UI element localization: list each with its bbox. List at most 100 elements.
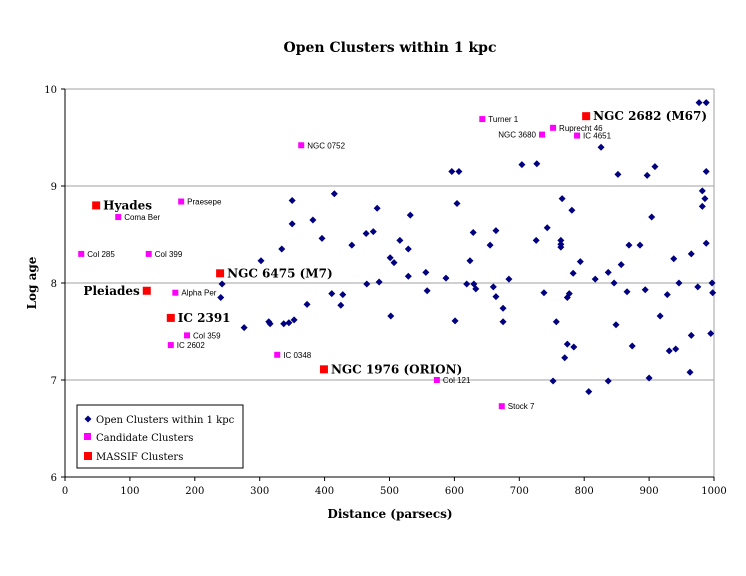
x-tick-label: 100	[120, 486, 139, 497]
open-cluster-point	[569, 269, 577, 277]
massif-cluster-label: NGC 2682 (M67)	[593, 109, 707, 123]
massif-cluster-point	[319, 365, 328, 374]
open-cluster-point	[451, 317, 459, 325]
open-cluster-point	[453, 199, 461, 207]
open-cluster-point	[702, 99, 710, 107]
open-cluster-point	[617, 261, 625, 269]
open-cluster-point	[422, 268, 430, 276]
open-cluster-point	[701, 195, 709, 203]
open-cluster-point	[288, 220, 296, 228]
x-tick-label: 500	[380, 486, 399, 497]
massif-cluster-label: IC 2391	[178, 311, 231, 325]
open-cluster-point	[285, 319, 293, 327]
open-cluster-point	[702, 239, 710, 247]
open-cluster-point	[278, 245, 286, 253]
massif-cluster-label: NGC 6475 (M7)	[227, 266, 333, 280]
massif-cluster-label: NGC 1976 (ORION)	[331, 362, 462, 376]
candidate-cluster-point	[178, 198, 185, 205]
x-tick-label: 600	[445, 486, 464, 497]
x-tick-label: 800	[575, 486, 594, 497]
open-cluster-point	[576, 258, 584, 266]
candidate-cluster-point	[479, 116, 486, 123]
massif-cluster-point	[216, 269, 225, 278]
open-cluster-point	[543, 224, 551, 232]
open-cluster-point	[565, 290, 573, 298]
open-cluster-point	[309, 216, 317, 224]
x-tick-label: 200	[185, 486, 204, 497]
y-tick-label: 8	[51, 279, 57, 290]
candidate-cluster-label: Col 121	[443, 376, 471, 385]
candidate-cluster-point	[498, 403, 505, 410]
candidate-cluster-label: Turner 1	[488, 115, 518, 124]
open-cluster-point	[240, 324, 248, 332]
candidate-cluster-label: IC 4651	[583, 132, 612, 141]
candidate-cluster-label: IC 0348	[283, 351, 312, 360]
open-cluster-point	[463, 280, 471, 288]
open-cluster-point	[604, 377, 612, 385]
massif-cluster-point	[142, 286, 151, 295]
open-cluster-point	[466, 257, 474, 265]
open-cluster-point	[363, 280, 371, 288]
open-cluster-point	[707, 329, 715, 337]
open-cluster-point	[665, 347, 673, 355]
open-cluster-point	[694, 283, 702, 291]
open-cluster-point	[675, 279, 683, 287]
open-cluster-point	[330, 190, 338, 198]
open-cluster-point	[591, 275, 599, 283]
legend-marker-candidate	[84, 433, 91, 440]
open-cluster-point	[557, 243, 565, 251]
open-cluster-point	[373, 204, 381, 212]
open-cluster-point	[217, 294, 225, 302]
open-cluster-point	[614, 170, 622, 178]
open-cluster-point	[663, 291, 671, 299]
open-cluster-point	[585, 388, 593, 396]
candidate-cluster-label: NGC 3680	[498, 131, 536, 140]
open-cluster-point	[362, 230, 370, 238]
candidate-cluster-label: Praesepe	[187, 198, 222, 207]
open-cluster-point	[518, 161, 526, 169]
open-cluster-point	[448, 167, 456, 175]
open-cluster-point	[505, 275, 513, 283]
open-cluster-point	[404, 245, 412, 253]
y-tick-label: 10	[44, 85, 57, 96]
open-cluster-point	[404, 272, 412, 280]
open-cluster-point	[390, 259, 398, 267]
open-cluster-point	[656, 312, 664, 320]
open-cluster-point	[288, 197, 296, 205]
massif-cluster-point	[92, 201, 101, 210]
legend-marker-open	[84, 415, 92, 423]
chart-title: Open Clusters within 1 kpc	[284, 40, 497, 56]
open-cluster-point	[645, 374, 653, 382]
open-cluster-point	[328, 290, 336, 298]
y-tick-label: 6	[51, 473, 57, 484]
open-cluster-point	[492, 227, 500, 235]
open-cluster-point	[369, 228, 377, 236]
y-tick-label: 9	[51, 182, 57, 193]
open-cluster-point	[641, 286, 649, 294]
open-cluster-point	[469, 229, 477, 237]
open-cluster-point	[651, 163, 659, 171]
open-cluster-point	[290, 316, 298, 324]
open-cluster-point	[318, 234, 326, 242]
open-cluster-point	[375, 278, 383, 286]
legend-marker-massif	[84, 452, 92, 460]
massif-cluster-point	[166, 313, 175, 322]
open-cluster-point	[472, 285, 480, 293]
x-tick-label: 700	[510, 486, 529, 497]
legend-label: Candidate Clusters	[96, 433, 193, 444]
x-tick-label: 0	[62, 486, 68, 497]
open-cluster-point	[561, 354, 569, 362]
open-cluster-point	[558, 195, 566, 203]
candidate-cluster-label: Alpha Per	[181, 289, 216, 298]
open-cluster-point	[672, 345, 680, 353]
candidate-cluster-point	[539, 131, 546, 138]
open-cluster-point	[540, 289, 548, 297]
open-cluster-point	[533, 160, 541, 168]
open-cluster-point	[702, 167, 710, 175]
candidate-cluster-point	[298, 142, 305, 149]
open-cluster-point	[623, 288, 631, 296]
candidate-cluster-label: IC 2602	[177, 341, 206, 350]
open-cluster-point	[709, 289, 717, 297]
